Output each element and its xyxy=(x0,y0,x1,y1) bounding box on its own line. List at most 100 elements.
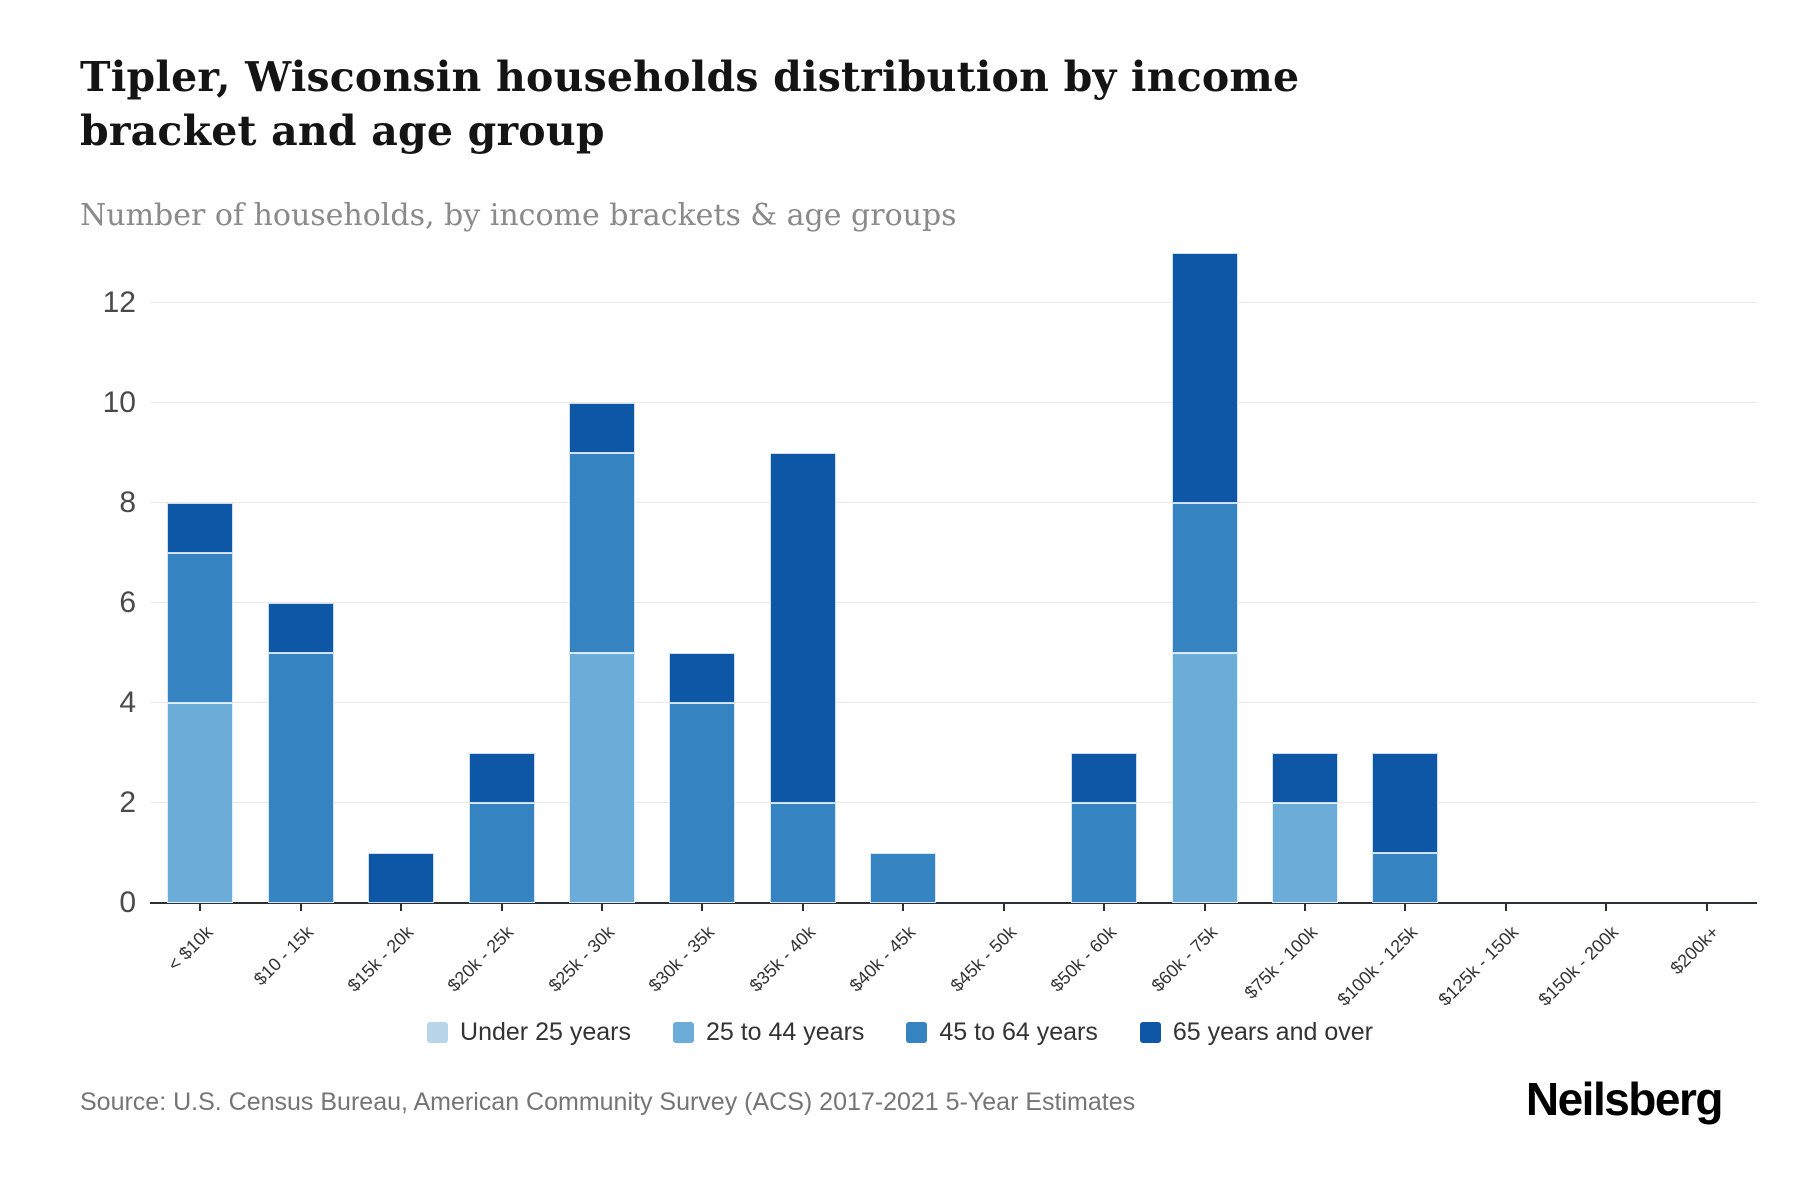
gridline xyxy=(150,602,1757,603)
x-axis-label: $10 - 15k xyxy=(249,922,317,990)
x-axis-tick xyxy=(600,903,603,911)
bar-segment[interactable] xyxy=(1071,753,1138,803)
x-axis-line xyxy=(150,902,1757,904)
legend-swatch xyxy=(906,1022,928,1043)
x-axis-tick xyxy=(1504,903,1507,911)
bar-column xyxy=(669,653,736,903)
y-axis-tick-label: 12 xyxy=(102,286,136,319)
x-axis-tick xyxy=(400,903,403,911)
x-axis-tick xyxy=(500,903,503,911)
legend-label: 25 to 44 years xyxy=(705,1018,865,1046)
bar-segment[interactable] xyxy=(1171,253,1238,503)
x-axis-label: $125k - 150k xyxy=(1434,922,1523,1010)
bar-segment[interactable] xyxy=(669,653,736,703)
bar-segment[interactable] xyxy=(468,753,535,803)
bar-segment[interactable] xyxy=(1171,653,1238,903)
x-axis-label: $200k+ xyxy=(1666,922,1723,979)
gridline xyxy=(150,402,1757,403)
legend-swatch xyxy=(1139,1022,1161,1043)
bar-column xyxy=(167,503,234,903)
gridline xyxy=(150,502,1757,503)
x-axis-label: $60k - 75k xyxy=(1147,922,1221,996)
gridline xyxy=(150,802,1757,803)
bar-column xyxy=(368,853,435,903)
gridline xyxy=(150,702,1757,703)
bar-segment[interactable] xyxy=(669,703,736,903)
gridline xyxy=(150,302,1757,303)
x-axis-tick xyxy=(1404,903,1407,911)
bar-segment[interactable] xyxy=(267,603,334,653)
x-axis-label: $100k - 125k xyxy=(1333,922,1422,1010)
x-axis-label: $75k - 100k xyxy=(1240,922,1322,1003)
brand-logo: Neilsberg xyxy=(1525,1073,1724,1125)
x-axis-tick xyxy=(701,903,704,911)
bar-segment[interactable] xyxy=(568,403,635,453)
x-axis-tick xyxy=(1605,903,1608,911)
bar-column xyxy=(769,453,836,903)
legend-item[interactable]: 65 years and over xyxy=(1139,1018,1373,1047)
bar-segment[interactable] xyxy=(568,453,635,653)
source-text: Source: U.S. Census Bureau, American Com… xyxy=(80,1088,1136,1116)
x-axis-tick xyxy=(1103,903,1106,911)
bar-column xyxy=(468,753,535,903)
legend-item[interactable]: Under 25 years xyxy=(427,1018,631,1047)
x-axis-tick xyxy=(801,903,804,911)
page-subtitle: Number of households, by income brackets… xyxy=(80,198,957,233)
x-axis-tick xyxy=(1002,903,1005,911)
bar-segment[interactable] xyxy=(568,653,635,903)
bar-segment[interactable] xyxy=(769,803,836,903)
bar-segment[interactable] xyxy=(870,853,937,903)
x-axis-tick xyxy=(1705,903,1708,911)
legend-swatch xyxy=(427,1022,449,1043)
bar-segment[interactable] xyxy=(368,853,435,903)
bar-segment[interactable] xyxy=(1372,753,1439,853)
chart-plot xyxy=(150,250,1757,911)
bar-segment[interactable] xyxy=(267,653,334,903)
x-axis-label: < $10k xyxy=(163,922,217,975)
x-axis-label: $40k - 45k xyxy=(845,922,920,996)
x-axis-tick xyxy=(299,903,302,911)
bar-column xyxy=(1171,253,1238,903)
y-axis: 0 2 4 6 8 10 12 xyxy=(48,250,136,919)
y-axis-tick-label: 8 xyxy=(119,486,136,519)
legend-swatch xyxy=(672,1022,694,1043)
bar-segment[interactable] xyxy=(468,803,535,903)
bar-segment[interactable] xyxy=(167,703,234,903)
x-axis-label: $150k - 200k xyxy=(1534,922,1623,1010)
y-axis-tick-label: 4 xyxy=(119,686,136,719)
x-axis-label: $45k - 50k xyxy=(946,922,1020,996)
legend-label: 65 years and over xyxy=(1172,1018,1373,1046)
x-axis-label: $15k - 20k xyxy=(343,922,418,996)
legend-label: 45 to 64 years xyxy=(939,1018,1098,1046)
bar-segment[interactable] xyxy=(1272,753,1339,803)
x-axis-label: $30k - 35k xyxy=(644,922,719,996)
x-axis-label: $35k - 40k xyxy=(745,922,819,996)
bar-segment[interactable] xyxy=(1372,853,1439,903)
bar-column xyxy=(870,853,937,903)
bar-segment[interactable] xyxy=(167,503,234,553)
y-axis-tick-label: 0 xyxy=(119,886,136,919)
y-axis-tick-label: 10 xyxy=(102,386,136,419)
x-axis-tick xyxy=(199,903,202,911)
legend-item[interactable]: 45 to 64 years xyxy=(906,1018,1098,1047)
bar-column xyxy=(568,403,635,903)
bar-column xyxy=(1372,753,1439,903)
legend-label: Under 25 years xyxy=(460,1018,631,1046)
bar-segment[interactable] xyxy=(1071,803,1138,903)
bar-segment[interactable] xyxy=(167,553,234,703)
x-axis-tick xyxy=(1203,903,1206,911)
bar-column xyxy=(1272,753,1339,903)
legend: Under 25 years 25 to 44 years 45 to 64 yea… xyxy=(0,1018,1800,1047)
page-title: Tipler, Wisconsin households distributio… xyxy=(80,53,1300,156)
bar-column xyxy=(267,603,334,903)
legend-item[interactable]: 25 to 44 years xyxy=(672,1018,865,1047)
bar-segment[interactable] xyxy=(1171,503,1238,653)
x-axis-label: $50k - 60k xyxy=(1046,922,1121,996)
x-axis-label: $20k - 25k xyxy=(444,922,518,996)
y-axis-tick-label: 2 xyxy=(119,786,136,819)
bar-segment[interactable] xyxy=(1272,803,1339,903)
x-axis-label: $25k - 30k xyxy=(544,922,619,996)
x-axis-tick xyxy=(1304,903,1307,911)
bar-segment[interactable] xyxy=(769,453,836,803)
